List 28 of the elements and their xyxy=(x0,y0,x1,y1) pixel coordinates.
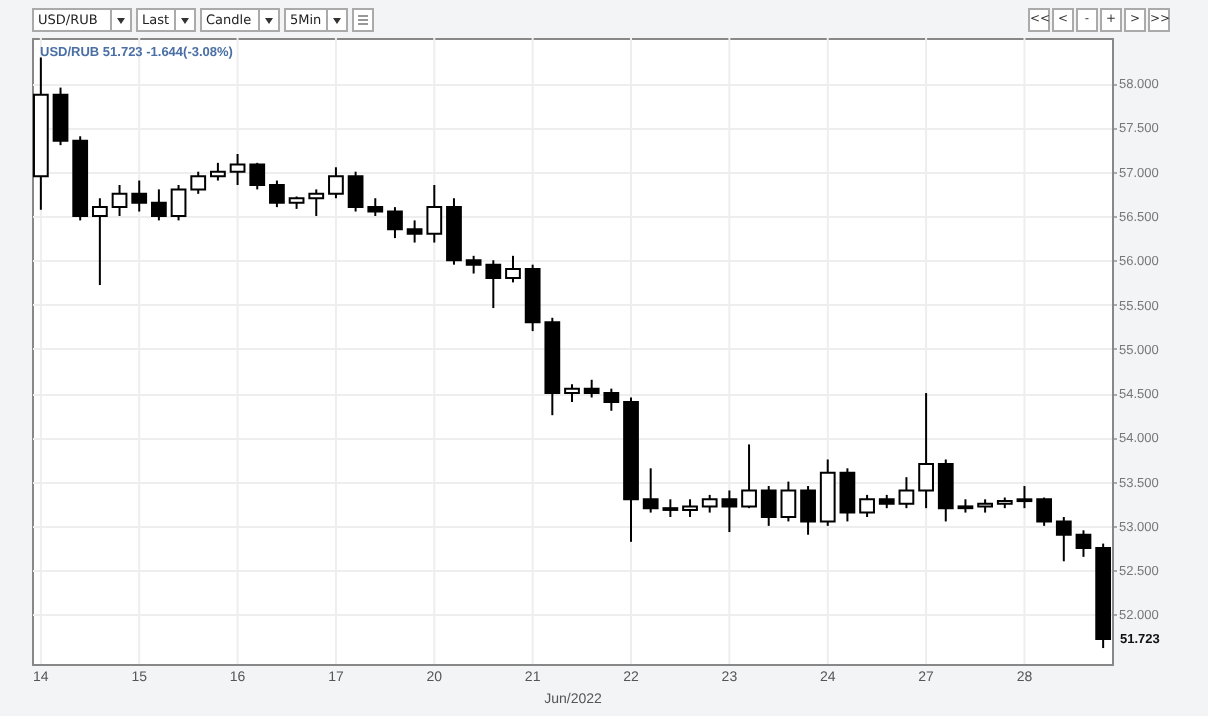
candlestick xyxy=(1016,485,1033,510)
candlestick xyxy=(111,183,128,217)
candlestick xyxy=(52,86,69,147)
candlestick xyxy=(505,254,521,284)
candlestick xyxy=(1055,516,1072,563)
candlestick xyxy=(1075,529,1092,558)
candlestick xyxy=(91,197,108,287)
candlestick xyxy=(131,179,148,213)
candlestick xyxy=(859,493,875,519)
candlestick xyxy=(190,170,207,195)
candlestick xyxy=(387,206,403,240)
candlestick xyxy=(839,467,856,523)
candlestick xyxy=(937,458,954,523)
candlestick xyxy=(800,485,816,536)
candlestick xyxy=(1036,496,1053,527)
candlestick xyxy=(760,485,777,527)
candlestick xyxy=(151,188,167,222)
candlestick xyxy=(170,183,187,222)
candlestick xyxy=(780,480,797,523)
candlestick xyxy=(918,392,934,510)
candlestick xyxy=(269,179,285,209)
candlestick xyxy=(347,170,364,213)
candlestick xyxy=(308,188,325,217)
candlestick xyxy=(741,443,757,510)
candlestick xyxy=(898,476,915,510)
candlestick xyxy=(229,152,246,186)
candlestick xyxy=(328,166,344,200)
candlestick xyxy=(249,161,266,191)
